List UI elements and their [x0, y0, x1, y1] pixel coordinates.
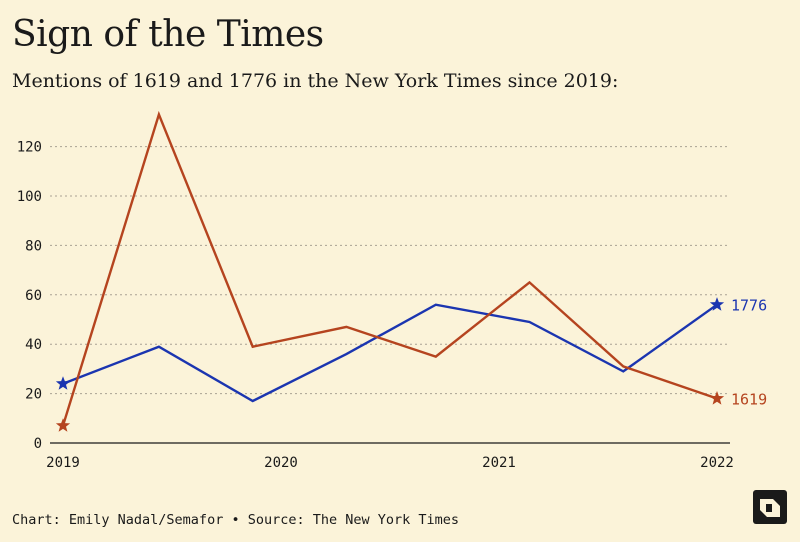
x-tick-label-2019: 2019 — [46, 455, 80, 471]
series-label-1619: 1619 — [731, 391, 767, 409]
series-line-1776 — [62, 303, 718, 403]
y-tick-label-20: 20 — [25, 387, 42, 403]
series-line-1619 — [61, 110, 718, 427]
series-start-star-1619 — [55, 418, 71, 432]
y-tick-label-60: 60 — [25, 288, 42, 304]
chart-title: Sign of the Times — [12, 14, 324, 55]
y-tick-label-40: 40 — [25, 337, 42, 353]
series-end-star-1776 — [709, 297, 725, 311]
x-tick-label-2020: 2020 — [264, 455, 298, 471]
y-tick-label-0: 0 — [34, 436, 42, 452]
chart-credit: Chart: Emily Nadal/Semafor • Source: The… — [12, 512, 460, 528]
y-tick-label-80: 80 — [25, 238, 42, 254]
x-tick-label-2021: 2021 — [482, 455, 516, 471]
semafor-logo-icon — [753, 490, 787, 524]
chart-subtitle: Mentions of 1619 and 1776 in the New Yor… — [12, 70, 619, 92]
series-label-1776: 1776 — [731, 297, 767, 315]
x-tick-label-2022: 2022 — [700, 455, 734, 471]
series-end-star-1619 — [709, 391, 725, 405]
y-tick-label-120: 120 — [17, 140, 42, 156]
series-start-star-1776 — [55, 376, 71, 390]
y-tick-label-100: 100 — [17, 189, 42, 205]
